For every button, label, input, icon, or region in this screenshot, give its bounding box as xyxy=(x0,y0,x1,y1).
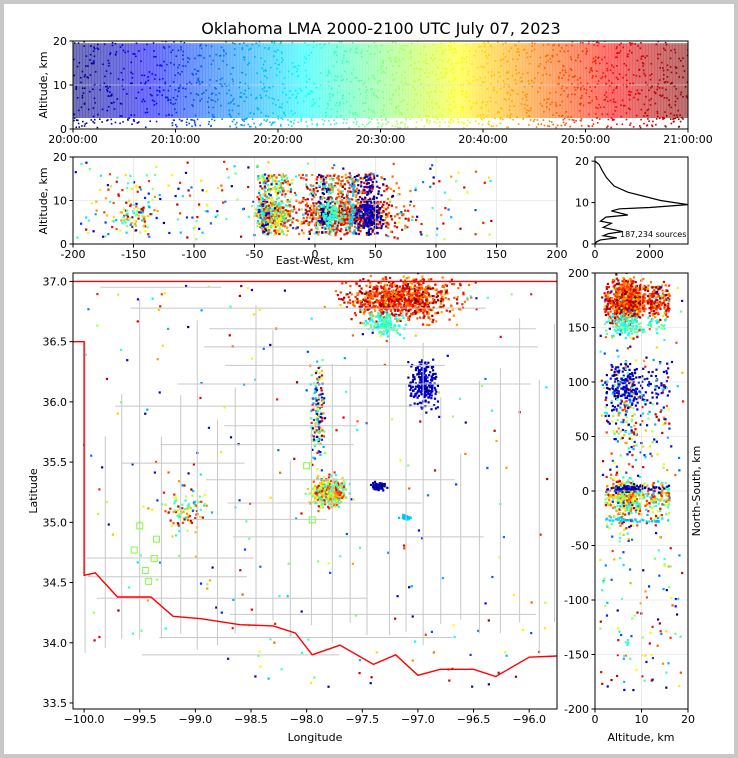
lightning-sources xyxy=(73,41,688,692)
tick-label: 150 xyxy=(486,248,507,261)
tick-label: -150 xyxy=(121,248,146,261)
source-count-label: 187,234 sources xyxy=(620,230,686,239)
tick-label: 20:20:00 xyxy=(253,133,302,146)
tick-label: −97.5 xyxy=(345,713,379,726)
tick-label: -50 xyxy=(571,540,589,553)
station-marker xyxy=(130,546,138,554)
tick-label: -150 xyxy=(564,649,589,662)
map-points xyxy=(83,273,549,688)
station-marker xyxy=(136,522,144,530)
ew-points xyxy=(74,160,493,241)
tick-label: −98.5 xyxy=(234,713,268,726)
figure-title: Oklahoma LMA 2000-2100 UTC July 07, 2023 xyxy=(201,19,560,38)
tick-label: 0 xyxy=(592,713,599,726)
station-marker xyxy=(152,535,160,543)
tick-label: 37.0 xyxy=(43,275,68,288)
axis-label: East-West, km xyxy=(276,254,354,267)
tick-label: 20:10:00 xyxy=(151,133,200,146)
tick-label: 20 xyxy=(575,155,589,168)
tick-label: 150 xyxy=(568,322,589,335)
tick-label: 36.5 xyxy=(43,336,68,349)
tick-label: -50 xyxy=(246,248,264,261)
tick-label: 2000 xyxy=(636,248,664,261)
station-marker xyxy=(303,462,311,470)
tick-label: -100 xyxy=(564,594,589,607)
tick-label: 21:00:00 xyxy=(663,133,712,146)
axis-label: Longitude xyxy=(288,731,343,744)
axes: 20:00:00 20:10:00 20:20:00 20:30:00 20:40:00… xyxy=(27,35,713,744)
tick-label: −99.5 xyxy=(123,713,157,726)
tick-label: 200 xyxy=(568,267,589,280)
tick-label: 20:00:00 xyxy=(48,133,97,146)
figure-frame: Oklahoma LMA 2000-2100 UTC July 07, 2023… xyxy=(4,4,734,754)
tick-label: 35.5 xyxy=(43,456,68,469)
axis-label: Latitude xyxy=(27,468,40,514)
tick-label: 20:40:00 xyxy=(458,133,507,146)
axis-label: Altitude, km xyxy=(607,731,674,744)
tick-label: 0 xyxy=(582,238,589,251)
station-marker xyxy=(308,516,316,524)
axis-label: Altitude, km xyxy=(37,167,50,234)
tick-label: −97.0 xyxy=(401,713,435,726)
tick-label: 200 xyxy=(547,248,568,261)
tick-label: 20 xyxy=(53,151,67,164)
tick-label: −96.5 xyxy=(457,713,491,726)
station-marker xyxy=(145,577,153,585)
tick-label: 34.5 xyxy=(43,577,68,590)
state-border-south xyxy=(73,341,557,678)
tick-label: 50 xyxy=(575,431,589,444)
tick-label: 0 xyxy=(60,238,67,251)
tick-label: 0 xyxy=(312,248,319,261)
tick-label: 0 xyxy=(582,485,589,498)
tick-label: -100 xyxy=(182,248,207,261)
tick-label: 20:30:00 xyxy=(356,133,405,146)
lma-figure: Oklahoma LMA 2000-2100 UTC July 07, 2023… xyxy=(27,19,713,744)
tick-label: 100 xyxy=(426,248,447,261)
tick-label: 10 xyxy=(53,195,67,208)
axis-label: Altitude, km xyxy=(37,51,50,118)
tick-label: 0 xyxy=(60,123,67,136)
tick-label: 10 xyxy=(53,79,67,92)
station-marker xyxy=(141,566,149,574)
altitude-profile-line xyxy=(595,160,688,244)
county-lines xyxy=(84,286,556,656)
tick-label: 20:50:00 xyxy=(561,133,610,146)
tick-label: 10 xyxy=(575,197,589,210)
tick-label: −96.0 xyxy=(512,713,546,726)
tick-label: −100.0 xyxy=(64,713,105,726)
tick-label: 35.0 xyxy=(43,516,68,529)
map-overlay xyxy=(73,280,557,678)
tick-label: -200 xyxy=(61,248,86,261)
tick-label: 20 xyxy=(681,713,695,726)
tick-label: 33.5 xyxy=(43,697,68,710)
tick-label: 0 xyxy=(592,248,599,261)
axis-label: North-South, km xyxy=(690,446,703,537)
ns-points xyxy=(599,273,685,692)
station-marker xyxy=(150,554,158,562)
tick-label: 34.0 xyxy=(43,637,68,650)
tick-label: 100 xyxy=(568,376,589,389)
tick-label: −99.0 xyxy=(179,713,213,726)
tick-label: 36.0 xyxy=(43,396,68,409)
plan-view-frame xyxy=(72,272,558,710)
tick-label: −98.0 xyxy=(290,713,324,726)
tick-label: 20 xyxy=(53,35,67,48)
tick-label: 10 xyxy=(635,713,649,726)
tick-label: 50 xyxy=(369,248,383,261)
time-points xyxy=(73,41,688,129)
tick-label: -200 xyxy=(564,703,589,716)
altitude-histogram-frame xyxy=(594,156,689,245)
